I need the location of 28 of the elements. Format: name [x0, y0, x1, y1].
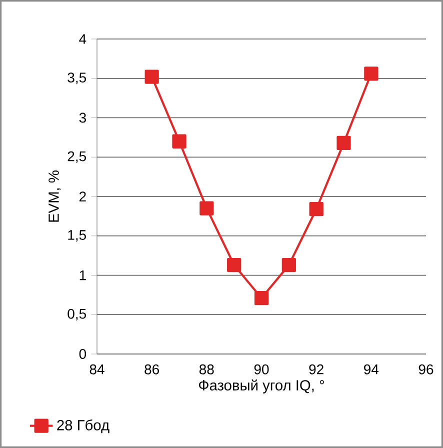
point	[254, 291, 269, 306]
y-tick-label: 0,5	[68, 308, 86, 320]
point	[336, 136, 351, 150]
x-tick-label: 86	[144, 364, 159, 374]
x-tick-label: 94	[364, 364, 379, 374]
x-tick-label: 88	[199, 364, 214, 374]
y-tick-label: 3	[79, 112, 86, 123]
y-tick-label: 3,5	[68, 72, 86, 84]
point	[144, 70, 159, 84]
point	[364, 66, 378, 81]
y-tick-label: 4	[79, 34, 86, 44]
x-tick-label: 90	[254, 364, 269, 374]
legend-label: 28 Гбод	[57, 419, 110, 434]
y-tick-label: 2,5	[68, 151, 86, 163]
y-tick-label: 0	[79, 349, 86, 359]
point	[227, 258, 242, 272]
x-tick-label: 84	[90, 364, 104, 374]
y-tick-label: 1	[80, 270, 86, 280]
point	[200, 201, 214, 216]
y-tick-label: 1,5	[68, 230, 86, 242]
y-axis-title: EVM, %	[48, 170, 61, 222]
point	[309, 202, 324, 216]
y-tick-label: 2	[80, 192, 86, 202]
x-tick-label: 92	[309, 364, 324, 374]
point	[282, 258, 296, 272]
x-tick-label: 96	[418, 364, 434, 374]
point	[172, 134, 186, 148]
x-axis-title: Фазовый угол IQ, °	[198, 379, 324, 394]
